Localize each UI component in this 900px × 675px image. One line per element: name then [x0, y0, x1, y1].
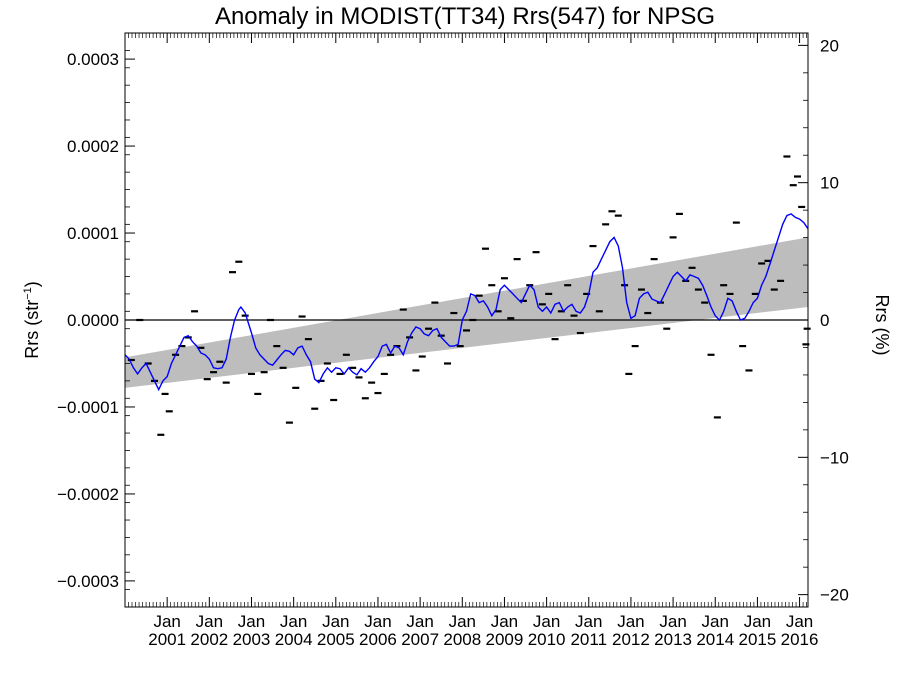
x-tick-label-year-6: 2007	[401, 630, 439, 649]
x-tick-label-year-15: 2016	[781, 630, 819, 649]
x-tick-label-year-8: 2009	[486, 630, 524, 649]
y-tick-label-left-6: −0.0003	[57, 572, 119, 591]
y-axis-label-left-close: )	[22, 281, 42, 287]
y-tick-label-left-1: 0.0002	[67, 137, 119, 156]
y-axis-label-left-main: Rrs (str	[22, 300, 42, 359]
y-axis-label-left-sup: −1	[22, 287, 34, 300]
x-tick-label-month-1: Jan	[196, 612, 223, 631]
x-tick-label-month-9: Jan	[533, 612, 560, 631]
x-tick-label-year-11: 2012	[612, 630, 650, 649]
x-tick-label-year-1: 2002	[190, 630, 228, 649]
y-tick-label-left-2: 0.0001	[67, 224, 119, 243]
x-tick-label-month-7: Jan	[449, 612, 476, 631]
y-tick-label-left-5: −0.0002	[57, 485, 119, 504]
x-tick-label-month-2: Jan	[238, 612, 265, 631]
x-tick-label-year-4: 2005	[317, 630, 355, 649]
x-tick-label-year-3: 2004	[275, 630, 313, 649]
x-tick-label-month-11: Jan	[617, 612, 644, 631]
x-tick-label-month-14: Jan	[744, 612, 771, 631]
chart-title: Anomaly in MODIST(TT34) Rrs(547) for NPS…	[215, 3, 715, 30]
y-tick-label-left-0: 0.0003	[67, 50, 119, 69]
x-tick-label-year-13: 2014	[696, 630, 734, 649]
x-tick-label-month-3: Jan	[280, 612, 307, 631]
running-mean-line	[124, 213, 809, 392]
x-tick-label-year-12: 2013	[654, 630, 692, 649]
x-tick-label-month-10: Jan	[575, 612, 602, 631]
x-tick-label-year-7: 2008	[443, 630, 481, 649]
y-tick-label-right-1: 10	[820, 174, 839, 193]
x-tick-label-year-0: 2001	[148, 630, 186, 649]
x-tick-label-month-6: Jan	[406, 612, 433, 631]
x-tick-label-month-4: Jan	[322, 612, 349, 631]
y-tick-label-right-2: 0	[820, 311, 829, 330]
y-tick-label-left-4: −0.0001	[57, 398, 119, 417]
x-tick-label-month-15: Jan	[786, 612, 813, 631]
x-tick-label-year-10: 2011	[570, 630, 607, 649]
y-tick-label-right-0: 20	[820, 36, 839, 55]
y-tick-label-right-4: −20	[820, 586, 849, 605]
y-tick-label-right-3: −10	[820, 448, 849, 467]
x-tick-label-year-2: 2003	[233, 630, 271, 649]
y-axis-label-left: Rrs (str−1)	[22, 281, 42, 359]
x-tick-label-month-8: Jan	[491, 612, 518, 631]
x-tick-label-month-0: Jan	[153, 612, 180, 631]
x-tick-label-year-14: 2015	[738, 630, 776, 649]
x-tick-label-month-5: Jan	[364, 612, 391, 631]
x-tick-label-year-9: 2010	[528, 630, 566, 649]
x-tick-label-month-12: Jan	[659, 612, 686, 631]
x-tick-label-year-5: 2006	[359, 630, 397, 649]
x-tick-label-month-13: Jan	[702, 612, 729, 631]
y-tick-label-left-3: 0.0000	[67, 311, 119, 330]
y-axis-label-right: Rrs (%)	[872, 295, 892, 356]
